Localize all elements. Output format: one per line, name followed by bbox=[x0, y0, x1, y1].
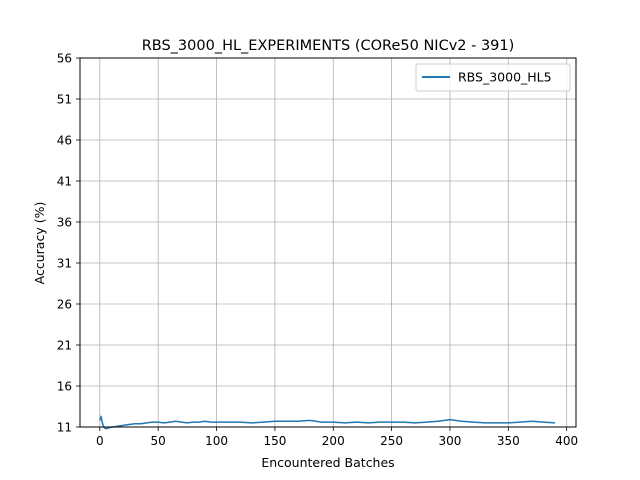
y-tick-label: 56 bbox=[57, 52, 72, 66]
y-tick-label: 21 bbox=[57, 339, 72, 353]
grid bbox=[80, 57, 576, 428]
y-tick-label: 26 bbox=[57, 298, 72, 312]
y-tick-label: 11 bbox=[57, 421, 72, 435]
y-tick-label: 16 bbox=[57, 380, 72, 394]
chart-title: RBS_3000_HL_EXPERIMENTS (CORe50 NICv2 - … bbox=[142, 38, 515, 54]
y-tick-label: 41 bbox=[57, 175, 72, 189]
y-tick-label: 51 bbox=[57, 93, 72, 107]
x-tick-label: 0 bbox=[96, 434, 104, 448]
x-axis-label: Encountered Batches bbox=[261, 455, 394, 470]
y-axis-label: Accuracy (%) bbox=[32, 202, 47, 285]
y-axis: 11 16 21 26 31 36 41 46 51 56 bbox=[57, 52, 80, 435]
legend-label: RBS_3000_HL5 bbox=[458, 70, 552, 85]
x-tick-label: 100 bbox=[205, 434, 228, 448]
legend: RBS_3000_HL5 bbox=[415, 63, 571, 92]
x-tick-label: 350 bbox=[497, 434, 520, 448]
legend-box bbox=[415, 63, 571, 92]
x-tick-label: 400 bbox=[555, 434, 578, 448]
x-tick-label: 150 bbox=[263, 434, 286, 448]
y-tick-label: 31 bbox=[57, 257, 72, 271]
x-tick-label: 300 bbox=[439, 434, 462, 448]
y-tick-label: 46 bbox=[57, 134, 72, 148]
x-tick-label: 250 bbox=[380, 434, 403, 448]
x-tick-label: 50 bbox=[151, 434, 166, 448]
plot-frame bbox=[79, 57, 577, 428]
x-axis: 0 50 100 150 200 250 300 350 400 bbox=[96, 427, 578, 448]
x-tick-label: 200 bbox=[322, 434, 345, 448]
y-tick-label: 36 bbox=[57, 216, 72, 230]
